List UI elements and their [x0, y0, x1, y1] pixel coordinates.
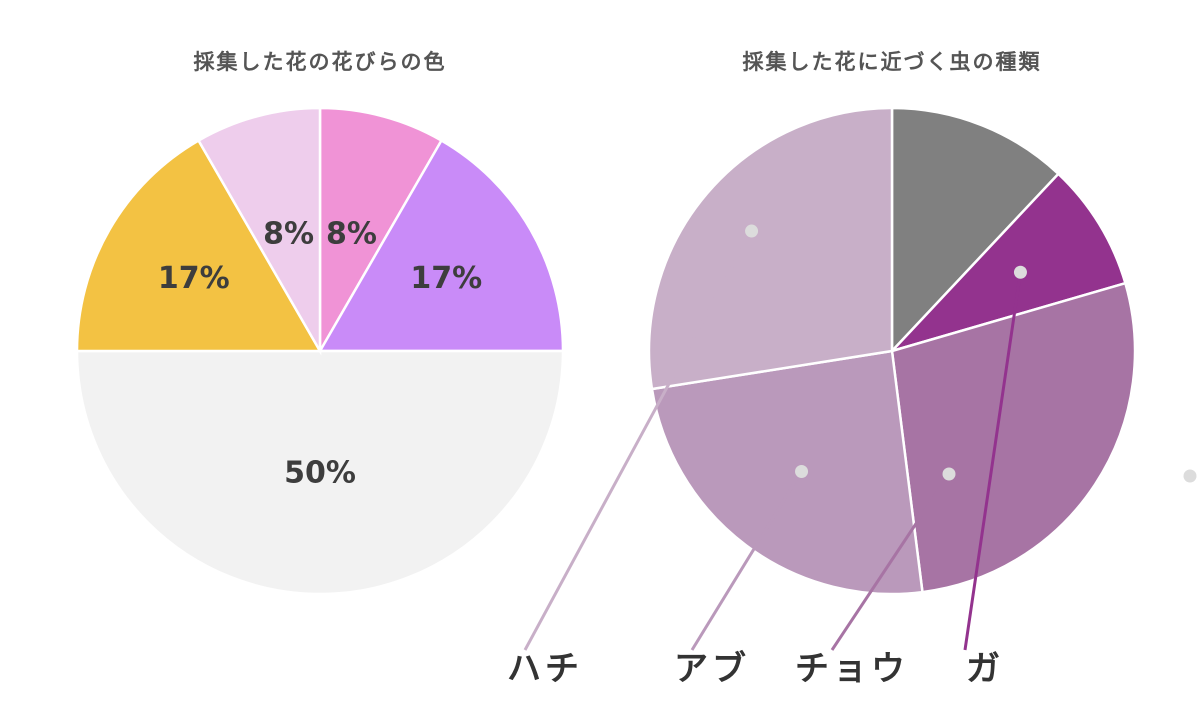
right-pie-slice [650, 349, 924, 596]
callout-line [523, 230, 753, 651]
right-pie-slice [887, 172, 1127, 354]
callout-label: チョウ [795, 649, 909, 689]
right-pie: ガ チョウ アブ ハチ [507, 106, 1137, 689]
callout-line [963, 272, 1022, 651]
callout-dot [745, 224, 759, 238]
callout-dot [1013, 265, 1027, 279]
left-pie-slice-label: 17% [158, 261, 230, 296]
left-pie: 8% 17% 50% 17% 8% [75, 106, 565, 596]
left-pie-slice-label: 8% [326, 217, 377, 252]
callout-dot [942, 467, 956, 481]
stray-callout-dot [1183, 469, 1197, 483]
left-pie-slice [75, 349, 565, 596]
callout-label: アブ [674, 649, 750, 689]
left-pie-slice [318, 106, 444, 356]
right-pie-slice [890, 106, 1061, 355]
callout-line [690, 470, 803, 651]
right-pie-slice [647, 106, 894, 391]
left-chart-title: 採集した花の花びらの色 [193, 50, 447, 74]
callout-dot [795, 464, 809, 478]
left-pie-slice-label: 8% [263, 217, 314, 252]
left-pie-slice-label: 17% [410, 261, 482, 296]
callout-label: ハチ [507, 649, 583, 689]
left-pie-slice-label: 50% [284, 456, 356, 491]
right-chart-title: 採集した花に近づく虫の種類 [742, 50, 1042, 74]
left-pie-slice [317, 138, 565, 353]
left-pie-slice [196, 106, 322, 356]
callout-label: ガ [966, 649, 1004, 689]
left-pie-slice [75, 138, 323, 353]
callout-line [830, 473, 951, 651]
